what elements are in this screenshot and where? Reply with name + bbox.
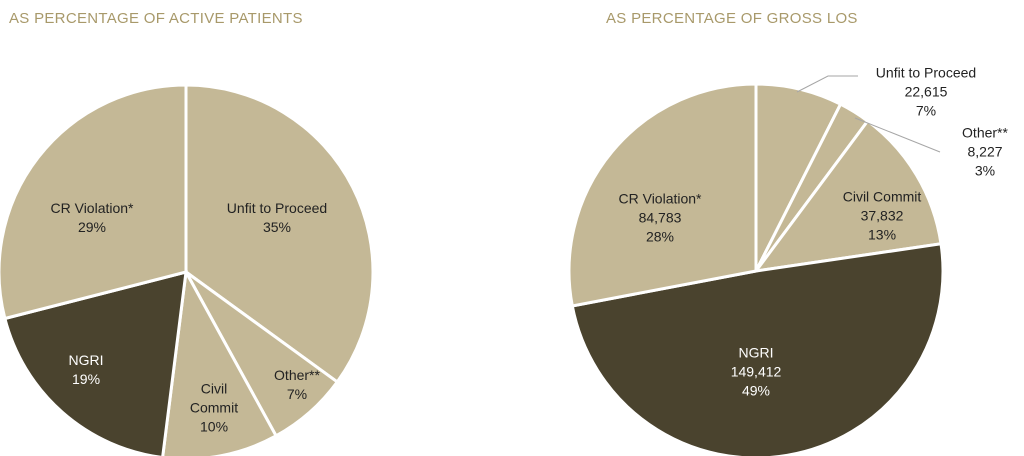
label-line: 8,227 xyxy=(967,143,1003,160)
label-line: 29% xyxy=(77,219,107,235)
slice-label: NGRI 149,412 49% xyxy=(731,344,782,401)
label-line: 10% xyxy=(199,418,229,435)
label-line: NGRI xyxy=(738,344,774,361)
chart-title: AS PERCENTAGE OF ACTIVE PATIENTS xyxy=(9,10,303,27)
label-line: CR Violation* xyxy=(618,190,702,207)
label-line: 3% xyxy=(974,162,996,179)
slice-label: Other** 8,227 3% xyxy=(962,124,1008,181)
label-line: 19% xyxy=(71,371,101,387)
label-line: 28% xyxy=(645,228,675,245)
label-line: Civil Commit xyxy=(842,188,922,205)
slice-label: Unfit to Proceed 22,615 7% xyxy=(876,64,976,121)
slice-label: Unfit to Proceed 35% xyxy=(227,199,327,237)
slice-label: Civil Commit 10% xyxy=(184,380,244,437)
label-line: NGRI xyxy=(68,352,104,368)
pie-slice xyxy=(184,83,375,385)
label-line: 49% xyxy=(741,382,771,399)
label-line: Other** xyxy=(274,367,320,383)
pie-slice xyxy=(0,83,188,321)
pie-slice xyxy=(3,269,188,456)
slice-label: CR Violation* 29% xyxy=(50,199,133,237)
pie-slice xyxy=(752,118,943,274)
chart-title: AS PERCENTAGE OF GROSS LOS xyxy=(606,10,858,27)
slice-label: NGRI 19% xyxy=(69,351,104,389)
slice-label: Other** 7% xyxy=(274,366,320,404)
slice-label: Civil Commit 37,832 13% xyxy=(843,188,922,245)
leader-line xyxy=(854,117,941,153)
label-line: 35% xyxy=(262,219,292,235)
pie-slice xyxy=(570,242,945,456)
label-line: Unfit to Proceed xyxy=(875,64,977,81)
pie-slice xyxy=(567,82,758,308)
slice-label: CR Violation* 84,783 28% xyxy=(618,190,701,247)
label-line: 84,783 xyxy=(638,209,682,226)
leader-line xyxy=(796,75,858,93)
label-line: 7% xyxy=(286,386,308,402)
label-line: CR Violation* xyxy=(50,200,134,216)
label-line: 149,412 xyxy=(730,363,782,380)
label-line: Civil Commit xyxy=(189,380,239,416)
label-line: 7% xyxy=(915,102,937,119)
label-line: 13% xyxy=(867,226,897,243)
label-line: Unfit to Proceed xyxy=(226,200,328,216)
label-line: 22,615 xyxy=(904,83,948,100)
label-line: 37,832 xyxy=(860,207,904,224)
label-line: Other** xyxy=(962,124,1008,141)
